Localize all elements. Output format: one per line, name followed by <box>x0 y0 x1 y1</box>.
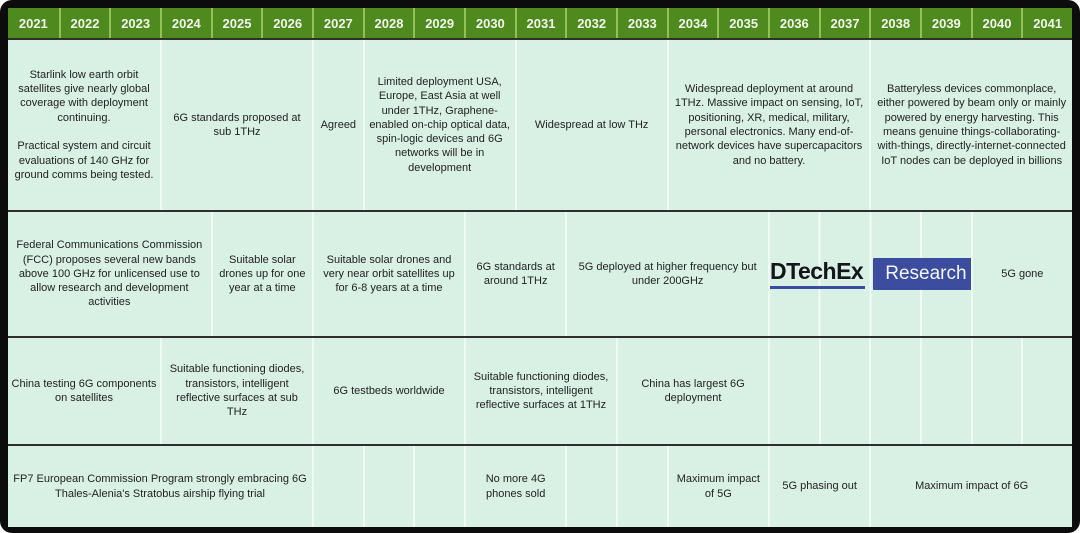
roadmap-cell-r4-c7 <box>616 446 667 527</box>
cell-text: Maximum impact of 6G <box>915 480 1029 493</box>
roadmap-cell-r1-c6: Widespread deployment at around 1THz. Ma… <box>666 40 870 210</box>
year-header-2038: 2038 <box>869 8 920 38</box>
year-header-2028: 2028 <box>362 8 414 38</box>
research-badge: Research <box>873 258 971 290</box>
year-header-2027: 2027 <box>312 8 363 38</box>
roadmap-cell-r3-c6 <box>768 338 819 444</box>
roadmap-cell-r4-c8: Maximum impact of 5G <box>666 446 768 527</box>
cell-text: 5G deployed at higher frequency but unde… <box>578 260 757 287</box>
roadmap-cell-r3-c10 <box>970 338 1022 444</box>
roadmap-cell-r3-c7 <box>818 338 870 444</box>
cell-text: 6G testbeds worldwide <box>333 384 445 397</box>
year-header-2025: 2025 <box>210 8 262 38</box>
roadmap-cell-r4-c1: FP7 European Commission Program strongly… <box>8 446 312 527</box>
roadmap-cell-r2-c3: Suitable solar drones and very near orbi… <box>312 212 464 336</box>
year-header-2041: 2041 <box>1021 8 1072 38</box>
year-header-2032: 2032 <box>565 8 616 38</box>
year-header-2022: 2022 <box>58 8 110 38</box>
roadmap-cell-r1-c1: Starlink low earth orbit satellites give… <box>8 40 160 210</box>
roadmap-cell-r3-c11 <box>1021 338 1072 444</box>
roadmap-cell-r1-c3: Agreed <box>312 40 363 210</box>
roadmap-cell-r1-c4: Limited deployment USA, Europe, East Asi… <box>362 40 515 210</box>
roadmap-cell-r3-c2: Suitable functioning diodes, transistors… <box>160 338 312 444</box>
year-header-2029: 2029 <box>413 8 464 38</box>
roadmap-table: 2021 2022 2023 2024 2025 2026 2027 2028 2029 2030… <box>8 8 1072 527</box>
roadmap-cell-r4-c4 <box>413 446 464 527</box>
year-header-2034: 2034 <box>666 8 718 38</box>
roadmap-cell-r3-c8 <box>869 338 920 444</box>
cell-text: Limited deployment USA, Europe, East Asi… <box>369 75 510 174</box>
cell-text: Federal Communications Commission (FCC) … <box>16 239 203 309</box>
cell-text: Starlink low earth orbit satellites give… <box>14 68 154 181</box>
year-header-2026: 2026 <box>261 8 312 38</box>
idtechex-logo: IDTechEx <box>769 259 866 289</box>
cell-text: Widespread at low THz <box>534 118 649 131</box>
cell-text: Suitable functioning diodes, transistors… <box>169 363 305 419</box>
cell-text: Batteryless devices commonplace, either … <box>877 83 1067 167</box>
roadmap-cell-r2-c7: 5G gone <box>970 212 1072 336</box>
year-header-2036: 2036 <box>768 8 819 38</box>
cell-text: Widespread deployment at around 1THz. Ma… <box>674 83 864 167</box>
roadmap-cell-r4-c3 <box>362 446 414 527</box>
cell-text: No more 4G phones sold <box>485 473 546 500</box>
roadmap-cell-r1-c2: 6G standards proposed at sub 1THz <box>160 40 312 210</box>
roadmap-cell-r4-c6 <box>565 446 616 527</box>
year-header-2033: 2033 <box>616 8 667 38</box>
cell-text: Suitable functioning diodes, transistors… <box>473 370 609 412</box>
year-header-2024: 2024 <box>160 8 211 38</box>
roadmap-cell-r2-c2: Suitable solar drones up for one year at… <box>210 212 312 336</box>
cell-text: Agreed <box>320 118 357 131</box>
cell-text: Maximum impact of 5G <box>676 473 760 500</box>
year-header-2035: 2035 <box>717 8 768 38</box>
year-header-2021: 2021 <box>8 8 59 38</box>
year-header-2037: 2037 <box>818 8 870 38</box>
cell-text: 6G standards at around 1THz <box>476 260 555 287</box>
roadmap-cell-r3-c5: China has largest 6G deployment <box>616 338 768 444</box>
year-header-2039: 2039 <box>920 8 971 38</box>
roadmap-cell-r3-c9 <box>920 338 971 444</box>
roadmap-cell-r4-c2 <box>312 446 363 527</box>
roadmap-cell-r2-c1: Federal Communications Commission (FCC) … <box>8 212 211 336</box>
roadmap-cell-r2-c4: 6G standards at around 1THz <box>464 212 566 336</box>
roadmap-cell-r2-c5: 5G deployed at higher frequency but unde… <box>565 212 768 336</box>
year-header-2031: 2031 <box>514 8 566 38</box>
roadmap-cell-r4-c10: Maximum impact of 6G <box>869 446 1072 527</box>
cell-text: China testing 6G components on satellite… <box>11 377 157 404</box>
cell-text: 5G phasing out <box>782 480 857 493</box>
year-header-2023: 2023 <box>109 8 160 38</box>
roadmap-cell-r1-c5: Widespread at low THz <box>514 40 667 210</box>
cell-text: Suitable solar drones up for one year at… <box>219 253 306 295</box>
roadmap-cell-r3-c4: Suitable functioning diodes, transistors… <box>464 338 616 444</box>
year-header-2040: 2040 <box>970 8 1022 38</box>
cell-text: 6G standards proposed at sub 1THz <box>173 111 301 138</box>
cell-text: 5G gone <box>1001 267 1044 280</box>
cell-text: Suitable solar drones and very near orbi… <box>323 253 455 295</box>
roadmap-cell-r1-c7: Batteryless devices commonplace, either … <box>869 40 1072 210</box>
roadmap-cell-r2-c6: IDTechEx Research <box>768 212 971 336</box>
roadmap-cell-r4-c5: No more 4G phones sold <box>464 446 566 527</box>
roadmap-cell-r4-c9: 5G phasing out <box>768 446 870 527</box>
roadmap-cell-r3-c1: China testing 6G components on satellite… <box>8 338 160 444</box>
roadmap-cell-r3-c3: 6G testbeds worldwide <box>312 338 464 444</box>
year-header-2030: 2030 <box>464 8 515 38</box>
cell-text: FP7 European Commission Program strongly… <box>13 473 307 500</box>
cell-text: China has largest 6G deployment <box>641 377 745 404</box>
